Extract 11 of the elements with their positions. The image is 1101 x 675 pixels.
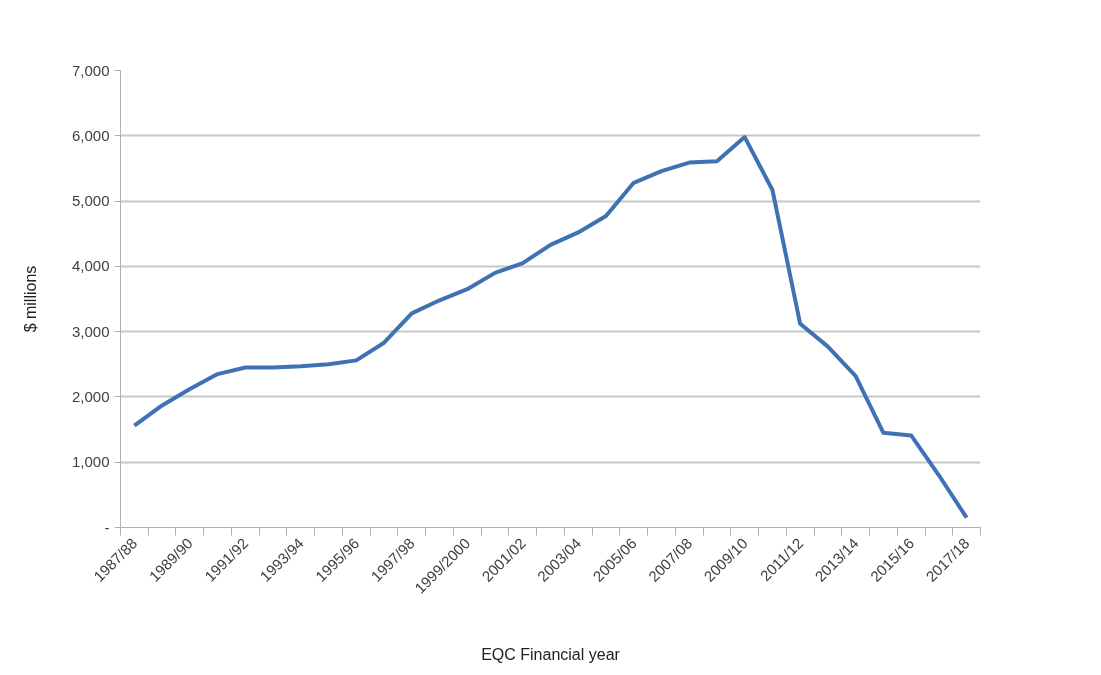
x-axis-title: EQC Financial year (481, 645, 621, 663)
y-tick-label: 2,000 (71, 387, 110, 405)
y-tick-label: 5,000 (71, 192, 110, 210)
line-series (132, 135, 969, 520)
y-tick-label: 6,000 (71, 126, 110, 144)
y-axis-title: $ millions (21, 265, 39, 333)
y-tick-label: 1,000 (71, 453, 110, 471)
y-tick-label: 7,000 (71, 61, 110, 79)
y-tick-label: 3,000 (71, 322, 110, 340)
y-tick-label: - (104, 518, 110, 536)
y-tick-label: 4,000 (71, 257, 110, 275)
